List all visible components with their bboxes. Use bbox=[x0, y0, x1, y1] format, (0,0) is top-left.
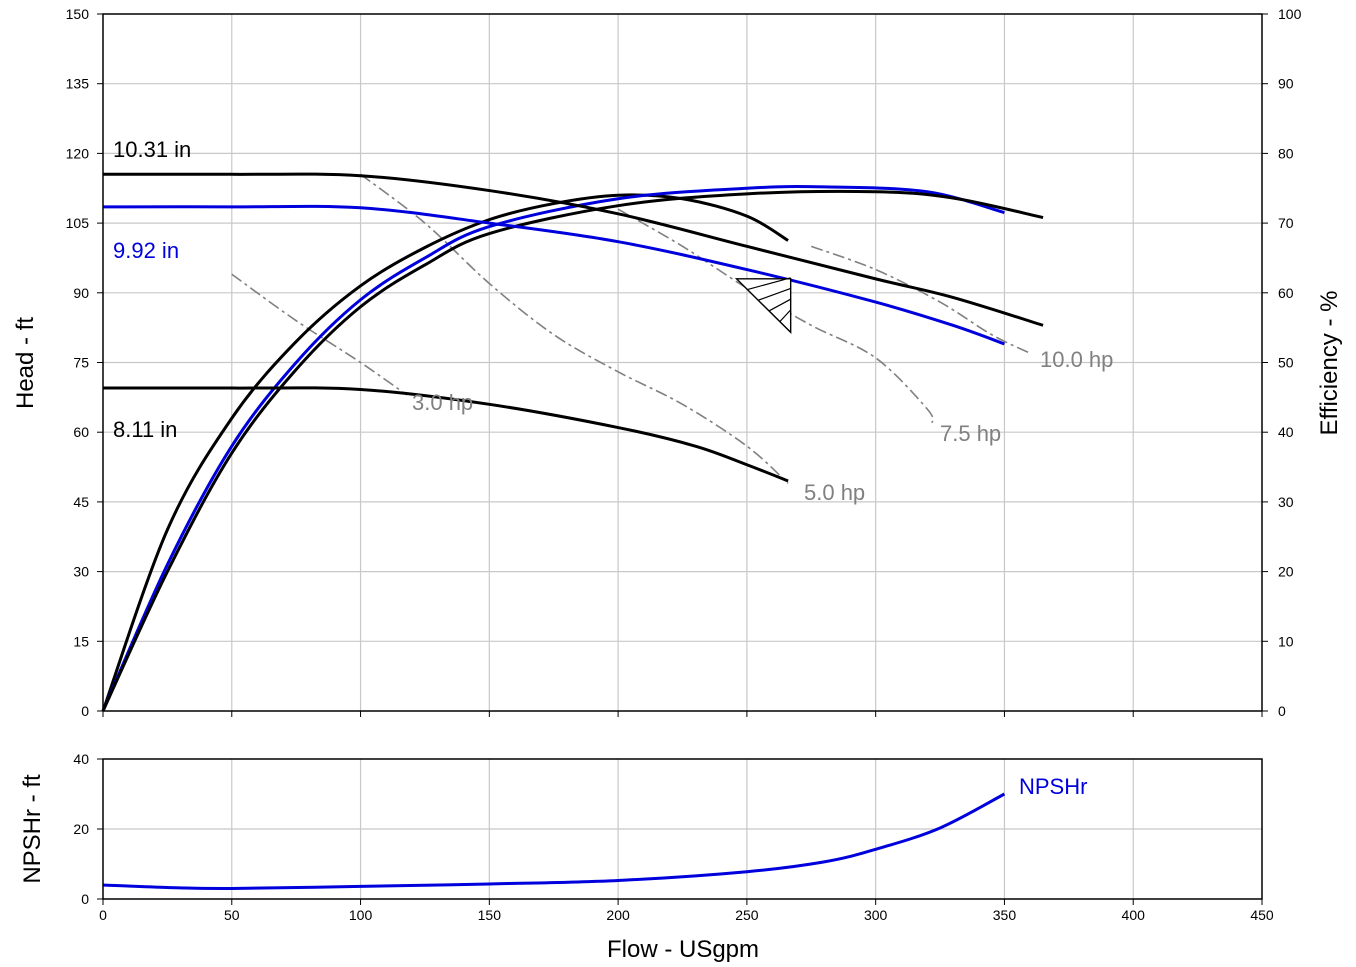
y2-tick-label: 30 bbox=[1278, 494, 1294, 510]
power-curve bbox=[617, 208, 934, 424]
npsh-y-axis-title: NPSHr - ft bbox=[19, 774, 46, 884]
y-tick-label: 30 bbox=[73, 564, 89, 580]
power-label-10-0: 10.0 hp bbox=[1040, 347, 1113, 372]
x-tick-label: 50 bbox=[224, 907, 240, 923]
x-tick-label: 300 bbox=[864, 907, 888, 923]
y2-tick-label: 0 bbox=[1278, 703, 1286, 719]
efficiency-curve bbox=[101, 189, 1044, 712]
bep-hatch-line bbox=[768, 298, 791, 312]
x-tick-label: 200 bbox=[606, 907, 630, 923]
curve-labels: 10.31 in 9.92 in 8.11 in 3.0 hp 5.0 hp 7.5 hp… bbox=[113, 137, 1113, 799]
diameter-label-10-31: 10.31 in bbox=[113, 137, 191, 162]
y-tick-label: 135 bbox=[66, 76, 90, 92]
y2-tick-label: 70 bbox=[1278, 215, 1294, 231]
x-tick-label: 0 bbox=[99, 907, 107, 923]
main-plot-curves bbox=[101, 172, 1044, 712]
y-tick-label: 150 bbox=[66, 6, 90, 22]
power-curve bbox=[360, 173, 789, 484]
x-tick-label: 150 bbox=[478, 907, 502, 923]
npshr-curve bbox=[102, 792, 1006, 891]
npsh-y-tick-label: 40 bbox=[73, 751, 89, 767]
y-tick-label: 105 bbox=[66, 215, 90, 231]
y-axis-title: Head - ft bbox=[12, 317, 39, 409]
y2-tick-label: 10 bbox=[1278, 633, 1294, 649]
y-tick-label: 75 bbox=[73, 355, 89, 371]
x-tick-label: 450 bbox=[1250, 907, 1274, 923]
y2-tick-label: 20 bbox=[1278, 564, 1294, 580]
power-curve bbox=[231, 273, 408, 396]
npshr-label: NPSHr bbox=[1019, 774, 1087, 799]
efficiency-curve bbox=[101, 185, 1005, 712]
main-plot-gridlines bbox=[103, 14, 1262, 711]
npsh-plot-gridlines bbox=[103, 759, 1262, 899]
y-tick-label: 120 bbox=[66, 145, 90, 161]
bep-marker bbox=[734, 278, 792, 334]
head-curve bbox=[102, 386, 789, 483]
bep-hatch-line bbox=[747, 277, 791, 291]
x-tick-label: 250 bbox=[735, 907, 759, 923]
npsh-y-tick-label: 20 bbox=[73, 821, 89, 837]
y-tick-label: 90 bbox=[73, 285, 89, 301]
y-tick-label: 45 bbox=[73, 494, 89, 510]
y-tick-label: 0 bbox=[81, 703, 89, 719]
y2-tick-label: 60 bbox=[1278, 285, 1294, 301]
y2-tick-label: 40 bbox=[1278, 424, 1294, 440]
y2-tick-label: 100 bbox=[1278, 6, 1302, 22]
x-tick-label: 400 bbox=[1122, 907, 1146, 923]
plot-frames bbox=[102, 13, 1263, 900]
tick-labels: 0 15 30 45 60 75 90 105 120 135 150 0 10 20 30 40 50 60 70… bbox=[66, 6, 1302, 923]
efficiency-curve bbox=[101, 193, 789, 712]
y2-axis-title: Efficiency - % bbox=[1316, 291, 1343, 436]
y-tick-label: 60 bbox=[73, 424, 89, 440]
head-curve bbox=[102, 172, 1044, 327]
bep-hatch-line bbox=[758, 287, 791, 301]
head-curve bbox=[102, 204, 1005, 346]
power-curve bbox=[811, 245, 1031, 354]
y2-tick-label: 80 bbox=[1278, 145, 1294, 161]
power-label-7-5: 7.5 hp bbox=[940, 421, 1001, 446]
y2-tick-label: 90 bbox=[1278, 76, 1294, 92]
x-tick-label: 100 bbox=[349, 907, 373, 923]
y-tick-label: 15 bbox=[73, 633, 89, 649]
diameter-label-8-11: 8.11 in bbox=[113, 417, 177, 442]
npsh-plot-curves bbox=[102, 792, 1006, 891]
x-tick-label: 350 bbox=[993, 907, 1017, 923]
diameter-label-9-92: 9.92 in bbox=[113, 238, 179, 263]
npsh-y-tick-label: 0 bbox=[81, 891, 89, 907]
power-label-5-0: 5.0 hp bbox=[804, 480, 865, 505]
y2-tick-label: 50 bbox=[1278, 355, 1294, 371]
bep-hatch-line bbox=[779, 309, 792, 323]
power-label-3-0: 3.0 hp bbox=[412, 390, 473, 415]
x-axis-title: Flow - USgpm bbox=[607, 936, 759, 963]
